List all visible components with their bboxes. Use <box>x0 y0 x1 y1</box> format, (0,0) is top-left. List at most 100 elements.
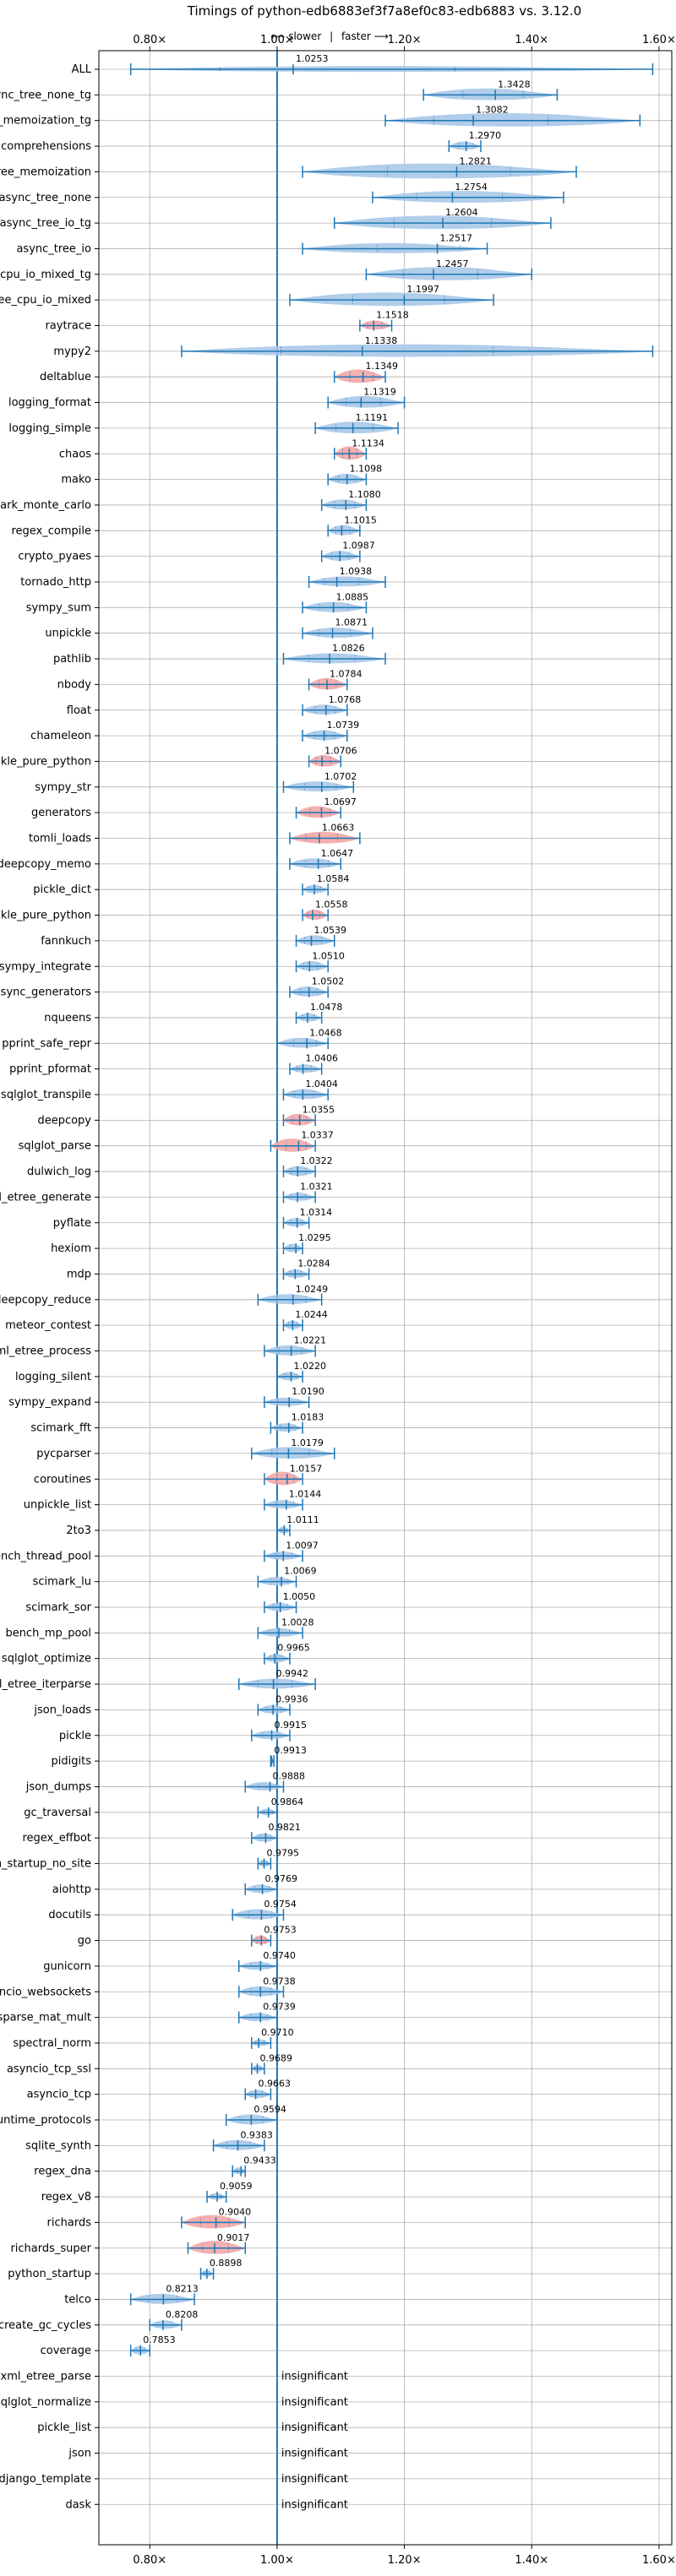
row-label: richards_super <box>10 2242 91 2255</box>
value-label: 1.0157 <box>290 1463 323 1474</box>
row-label: deepcopy <box>37 1114 91 1127</box>
value-label: 1.0097 <box>286 1540 319 1551</box>
row-label: json <box>68 2448 91 2460</box>
row-label: scimark_monte_carlo <box>0 499 91 512</box>
x-tick-label-top: 1.60× <box>642 34 676 46</box>
x-tick-label-bottom: 1.20× <box>388 2554 422 2567</box>
violin-body <box>290 292 494 307</box>
value-label: 1.1080 <box>348 489 381 500</box>
value-label: 0.9740 <box>263 1950 296 1961</box>
row-label: async_tree_io <box>16 242 91 255</box>
grid-layer: 0.80× 0.80× 1.00× 1.00× 1.20× 1.20× 1.40× 1.40×… <box>95 34 676 2567</box>
row-label: pickle <box>59 1730 91 1742</box>
direction-faster: faster ⟶ <box>341 30 389 42</box>
value-label: 1.2821 <box>459 155 492 166</box>
row-label: python_startup <box>8 2268 91 2280</box>
row-label: mako <box>61 474 91 486</box>
value-label: 0.9738 <box>263 1975 296 1986</box>
row-label: scimark_sparse_mat_mult <box>0 2012 91 2024</box>
value-label: 0.9936 <box>275 1693 308 1704</box>
row-label: async_tree_none <box>0 192 91 204</box>
row-label: mypy2 <box>53 345 91 358</box>
value-label: 1.0295 <box>298 1232 331 1243</box>
value-label: 1.0702 <box>324 771 357 782</box>
direction-slower: ⟵ slower <box>270 30 321 42</box>
row-label: sqlglot_transpile <box>1 1089 91 1101</box>
row-label: dask <box>65 2498 91 2511</box>
row-label: crypto_pyaes <box>18 551 91 563</box>
row-label: deltablue <box>40 371 91 383</box>
x-tick-label-bottom: 1.60× <box>642 2554 676 2567</box>
row-label: richards <box>47 2216 92 2229</box>
row-label: aiohttp <box>52 1883 91 1896</box>
value-label: 1.1319 <box>363 387 396 398</box>
row-label: fannkuch <box>41 935 91 948</box>
value-label: 1.0221 <box>294 1335 327 1346</box>
row-label: docutils <box>48 1909 91 1921</box>
value-label: 0.9689 <box>260 2052 293 2063</box>
row-label: chameleon <box>30 730 91 742</box>
value-label: 0.9383 <box>240 2129 273 2140</box>
row-label: pickle_list <box>37 2421 91 2434</box>
value-label: 1.0322 <box>300 1155 333 1166</box>
value-label: 1.0321 <box>300 1181 333 1192</box>
row-label: async_tree_cpu_io_mixed_tg <box>0 269 91 281</box>
violin-body <box>270 1138 316 1152</box>
row-label: pidigits <box>52 1755 92 1768</box>
x-tick-label-top: 0.80× <box>133 34 166 46</box>
value-label: 1.1098 <box>350 464 383 475</box>
value-label: 1.0111 <box>286 1514 319 1525</box>
row-label: xml_etree_process <box>0 1345 91 1358</box>
label-layer: ALL 1.0253 async_tree_none_tg 1.3428 async_t… <box>0 53 531 2511</box>
value-label: 1.0502 <box>312 976 345 987</box>
value-label: 0.9888 <box>272 1770 305 1781</box>
row-label: regex_v8 <box>41 2191 91 2204</box>
value-label: 0.8898 <box>210 2258 243 2269</box>
value-label: 0.9942 <box>276 1668 309 1679</box>
row-label: async_tree_memoization <box>0 166 91 178</box>
x-tick-label-top: 1.40× <box>515 34 548 46</box>
value-label: 0.8213 <box>166 2283 199 2294</box>
value-label: 0.7853 <box>143 2334 176 2345</box>
row-label: django_template <box>0 2473 91 2486</box>
value-label: 1.0826 <box>332 643 365 654</box>
value-label: 1.2457 <box>436 258 469 269</box>
x-tick-label-top: 1.20× <box>388 34 422 46</box>
row-label: telco <box>64 2293 91 2306</box>
value-label: 0.9710 <box>261 2027 294 2038</box>
value-label: 0.9915 <box>275 1720 308 1731</box>
row-label: mdp <box>67 1268 91 1280</box>
row-label: deepcopy_memo <box>0 858 91 871</box>
row-label: json_dumps <box>25 1780 91 1793</box>
value-label: 1.0284 <box>297 1258 330 1269</box>
value-label: 1.0220 <box>294 1361 327 1372</box>
value-label: 1.1134 <box>352 437 384 448</box>
row-label: unpickle_pure_python <box>0 910 91 922</box>
value-label: 1.0663 <box>322 823 355 834</box>
value-label: 0.8208 <box>166 2309 199 2320</box>
row-label: pathlib <box>53 653 91 666</box>
value-label: 1.0314 <box>300 1207 333 1218</box>
row-label: bench_thread_pool <box>0 1550 91 1562</box>
value-label: 0.9754 <box>264 1899 297 1910</box>
value-label: 0.9821 <box>268 1822 301 1833</box>
row-label: create_gc_cycles <box>0 2319 91 2332</box>
direction-note: ⟵ slower | faster ⟶ <box>270 30 389 42</box>
row-label: pycparser <box>36 1448 91 1460</box>
value-label: 0.9795 <box>266 1848 299 1859</box>
row-label: raytrace <box>45 320 91 333</box>
row-label: chaos <box>59 448 91 460</box>
value-label: 1.1191 <box>356 412 389 423</box>
row-label: nqueens <box>44 1012 91 1024</box>
value-label: 1.0510 <box>312 950 345 961</box>
row-label: gunicorn <box>43 1960 91 1973</box>
violin-layer <box>129 63 654 2357</box>
value-label: 0.9864 <box>271 1796 304 1807</box>
row-label: tornado_http <box>20 576 91 589</box>
value-label: 1.0768 <box>329 694 362 705</box>
value-label: 0.9913 <box>274 1745 307 1756</box>
row-label: hexiom <box>51 1242 91 1255</box>
value-label: 1.0244 <box>295 1309 328 1320</box>
value-label: 1.0871 <box>335 617 368 628</box>
violin-body <box>264 1471 303 1486</box>
